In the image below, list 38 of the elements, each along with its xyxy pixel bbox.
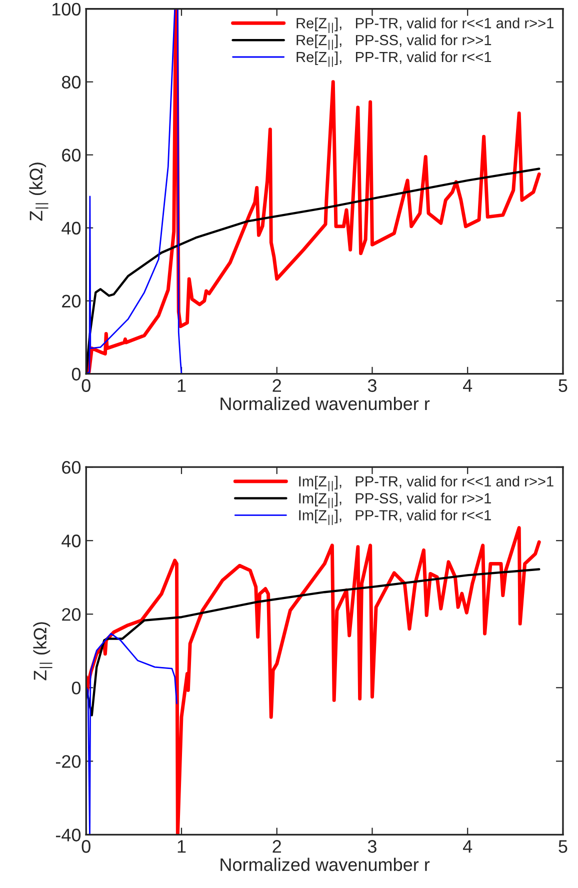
legend-label: Im[Z$_{||}$], PP-SS, valid for r>>1 [299, 492, 491, 508]
line-series [86, 632, 178, 835]
x-tick-label: 4 [462, 379, 472, 392]
x-axis-title: Normalized wavenumber r [220, 858, 430, 872]
legend-label: Im[Z$_{||}$], PP-TR, valid for r<<1 and r>>1 [299, 476, 554, 492]
x-tick-label: 0 [82, 840, 90, 853]
y-tick-label: 40 [62, 222, 81, 235]
legend-label: Re[Z$_{||}$], PP-TR, valid for r<<1 and r>>1 [296, 18, 554, 33]
x-tick-label: 3 [368, 840, 376, 853]
legend-label: Re[Z$_{||}$], PP-SS, valid for r>>1 [296, 34, 492, 50]
y-tick-label: -20 [56, 755, 81, 768]
y-tick-label: 20 [62, 608, 81, 621]
line-series [86, 168, 540, 374]
y-tick-label: 80 [62, 76, 81, 89]
line-series [86, 568, 540, 716]
legend-label: Re[Z$_{||}$], PP-TR, valid for r<<1 [296, 51, 492, 67]
y-tick-label: 40 [62, 534, 81, 548]
x-axis-title: Normalized wavenumber r [220, 396, 430, 410]
y-axis-title: Z$_{||}$ (kΩ) [33, 622, 52, 680]
x-tick-label: 2 [272, 840, 281, 853]
x-tick-label: 1 [178, 840, 186, 853]
y-tick-label: 60 [62, 148, 81, 162]
y-tick-label: -40 [56, 828, 81, 842]
line-series [86, 526, 541, 835]
y-tick-label: 60 [62, 461, 81, 474]
x-tick-label: 1 [178, 379, 186, 392]
x-tick-label: 4 [462, 840, 472, 853]
x-tick-label: 5 [558, 840, 568, 853]
y-tick-label: 20 [62, 294, 81, 308]
y-tick-label: 0 [72, 682, 81, 694]
y-tick-label: 0 [72, 368, 81, 381]
x-tick-label: 2 [272, 379, 281, 392]
legend-label: Im[Z$_{||}$], PP-TR, valid for r<<1 [299, 510, 491, 526]
x-tick-label: 3 [368, 379, 376, 392]
x-tick-label: 0 [82, 379, 90, 392]
y-axis-title: Z$_{||}$ (kΩ) [29, 162, 48, 221]
x-tick-label: 5 [558, 379, 568, 392]
y-tick-label: 100 [52, 2, 81, 16]
